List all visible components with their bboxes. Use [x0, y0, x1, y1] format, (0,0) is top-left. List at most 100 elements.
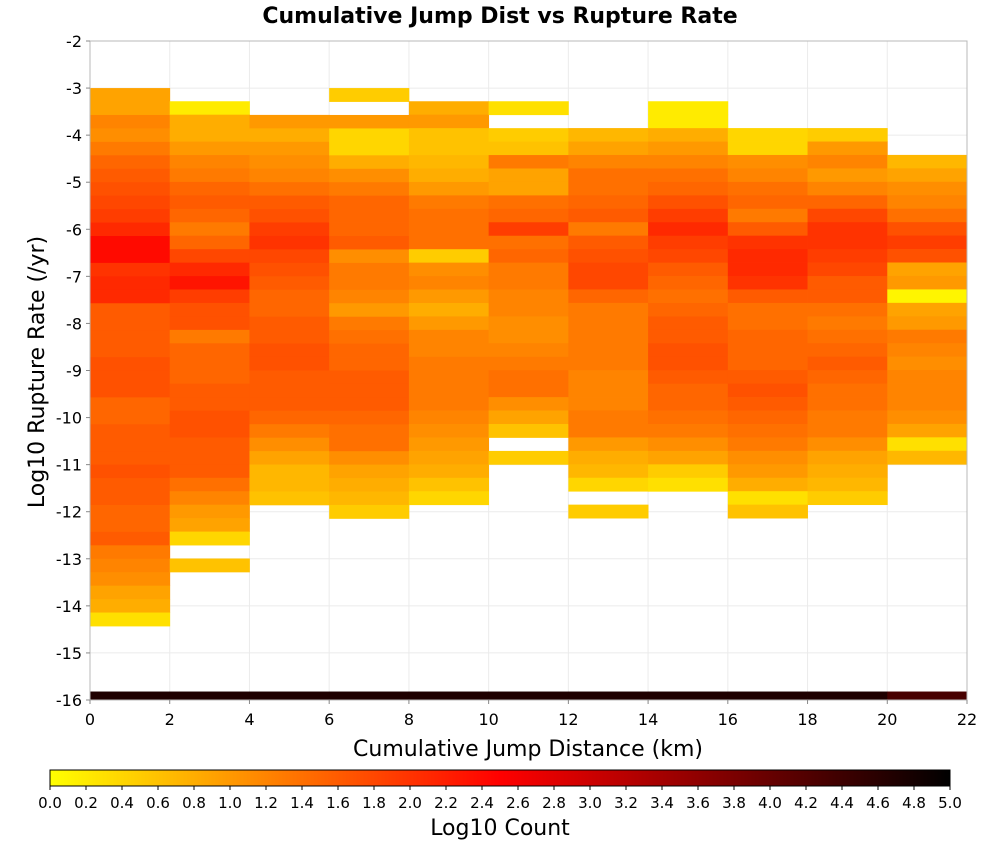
heatmap-cell — [887, 275, 968, 290]
colorbar-tick-label: 2.0 — [398, 794, 422, 812]
heatmap-cell — [408, 208, 490, 223]
heatmap-cell — [408, 289, 490, 304]
heatmap-cell — [488, 141, 569, 156]
heatmap-cell — [408, 370, 490, 385]
heatmap-cell — [249, 128, 330, 143]
heatmap-cell — [408, 383, 490, 398]
y-tick-label: -6 — [66, 220, 82, 239]
heatmap-cell — [169, 195, 250, 210]
heatmap-cell — [169, 168, 250, 183]
heatmap-cell — [90, 585, 171, 600]
heatmap-cell — [408, 464, 490, 479]
heatmap-cell — [169, 464, 250, 479]
heatmap-cell — [408, 101, 490, 116]
heatmap-cell — [169, 262, 250, 277]
heatmap-cell — [408, 141, 490, 156]
colorbar-tick-label: 2.4 — [470, 794, 494, 812]
heatmap-cell — [568, 316, 649, 331]
heatmap-cells — [90, 88, 968, 700]
heatmap-cell — [408, 437, 490, 452]
heatmap-cell — [90, 504, 171, 519]
heatmap-cell — [488, 410, 569, 425]
heatmap-cell — [648, 477, 729, 492]
heatmap-cell — [249, 262, 330, 277]
y-axis-title: Log10 Rupture Rate (/yr) — [25, 236, 50, 508]
x-tick-label: 16 — [718, 710, 738, 729]
heatmap-cell — [90, 491, 171, 506]
heatmap-cell — [90, 303, 171, 318]
heatmap-cell — [568, 222, 649, 237]
heatmap-cell — [90, 383, 171, 398]
heatmap-baseline-cell — [169, 691, 250, 700]
heatmap-cell — [169, 531, 250, 546]
heatmap-cell — [169, 181, 250, 196]
heatmap-cell — [568, 168, 649, 183]
heatmap-cell — [727, 141, 808, 156]
heatmap-cell — [329, 410, 410, 425]
heatmap-cell — [408, 195, 490, 210]
heatmap-cell — [90, 101, 171, 116]
heatmap-cell — [408, 302, 490, 317]
heatmap-cell — [90, 531, 171, 546]
heatmap-cell — [727, 208, 808, 223]
colorbar-tick-label: 0.6 — [146, 794, 170, 812]
heatmap-cell — [568, 235, 649, 250]
heatmap-cell — [807, 491, 888, 506]
heatmap-cell — [169, 383, 250, 398]
heatmap-cell — [887, 396, 968, 411]
x-tick-label: 10 — [478, 710, 498, 729]
heatmap-cell — [568, 356, 649, 371]
heatmap-cell — [887, 383, 968, 398]
heatmap-cell — [727, 235, 808, 250]
heatmap-cell — [408, 356, 490, 371]
heatmap-cell — [488, 262, 569, 277]
heatmap-cell — [408, 235, 490, 250]
heatmap-cell — [488, 424, 569, 438]
heatmap-cell — [90, 572, 171, 587]
heatmap-cell — [408, 491, 490, 506]
heatmap-cell — [887, 343, 968, 358]
heatmap-cell — [90, 182, 171, 197]
heatmap-cell — [169, 477, 250, 492]
heatmap-cell — [887, 289, 968, 304]
colorbar-tick-label: 0.0 — [38, 794, 62, 812]
heatmap-cell — [648, 289, 729, 304]
heatmap-cell — [90, 424, 171, 439]
colorbar-tick-label: 2.2 — [434, 794, 458, 812]
heatmap-cell — [90, 316, 171, 331]
colorbar-tick-label: 4.8 — [902, 794, 926, 812]
heatmap-cell — [249, 370, 330, 385]
heatmap-cell — [568, 141, 649, 156]
heatmap-cell — [568, 128, 649, 142]
heatmap-cell — [727, 477, 808, 492]
heatmap-cell — [408, 262, 490, 277]
heatmap-cell — [329, 303, 410, 318]
x-axis-ticks: 0 2 4 6 8 10 12 14 16 18 20 22 — [85, 700, 977, 729]
heatmap-baseline-cell — [568, 691, 649, 700]
y-tick-label: -3 — [66, 79, 82, 98]
heatmap-cell — [249, 141, 330, 156]
heatmap-cell — [887, 302, 968, 317]
heatmap-cell — [90, 599, 171, 613]
heatmap-cell — [488, 302, 569, 317]
heatmap-cell — [329, 195, 410, 210]
heatmap-cell — [727, 168, 808, 183]
heatmap-cell — [329, 330, 410, 344]
heatmap-cell — [488, 195, 569, 210]
heatmap-cell — [648, 450, 729, 465]
heatmap-cell — [807, 168, 888, 183]
heatmap-cell — [568, 302, 649, 317]
heatmap-cell — [329, 141, 410, 156]
heatmap-cell — [648, 410, 729, 425]
heatmap-cell — [648, 181, 729, 196]
heatmap-cell — [648, 424, 729, 438]
colorbar — [49, 769, 951, 787]
heatmap-cell — [329, 383, 410, 398]
heatmap-cell — [807, 356, 888, 371]
heatmap-cell — [648, 370, 729, 385]
heatmap-cell — [488, 168, 569, 183]
heatmap-cell — [249, 222, 330, 237]
heatmap-cell — [568, 289, 649, 304]
heatmap-cell — [169, 222, 250, 237]
